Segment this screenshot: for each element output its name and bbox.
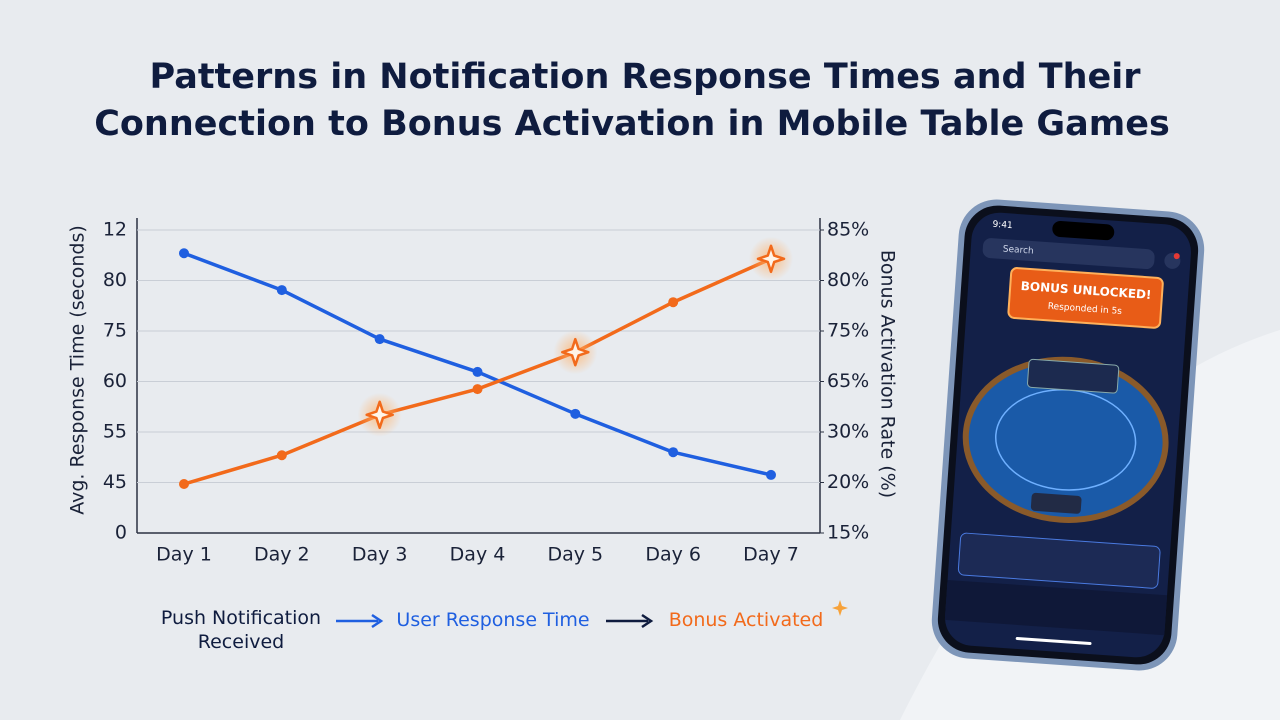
x-tick-label: Day 4	[450, 544, 506, 566]
y-tick-label: 0	[115, 522, 127, 544]
y2-tick-label: 30%	[827, 421, 869, 443]
data-point	[472, 366, 483, 377]
game-table	[962, 356, 1169, 523]
x-tick-label: Day 3	[352, 544, 408, 566]
data-point	[570, 408, 581, 419]
x-tick-label: Day 2	[254, 544, 310, 566]
y2-tick-label: 80%	[827, 269, 869, 291]
data-point	[179, 479, 189, 490]
bonus-banner	[1007, 267, 1164, 329]
flow-step: Bonus Activated	[668, 609, 824, 631]
y-axis-title: Avg. Response Time (seconds)	[67, 225, 89, 515]
x-tick-label: Day 1	[156, 544, 212, 566]
flow-step: Push Notification Received	[160, 607, 322, 653]
chart-title: Patterns in Notification Response Times …	[149, 57, 1141, 97]
x-tick-label: Day 5	[548, 544, 604, 566]
y-tick-label: 12	[103, 219, 127, 241]
y2-tick-label: 15%	[827, 522, 869, 544]
flow-arrow-head	[641, 613, 654, 629]
flow-step: User Response Time	[396, 609, 590, 631]
data-point	[472, 384, 483, 395]
grid: 0 45 55 60 75 80 12 15% 20% 30% 65% 75% 80% 85% Day 1 D…	[103, 219, 869, 566]
chart-title: Connection to Bonus Activation in Mobile…	[94, 104, 1170, 144]
x-tick-label: Day 6	[645, 544, 701, 566]
highlight-point	[365, 400, 394, 430]
y2-tick-label: 85%	[827, 219, 869, 241]
data-point	[668, 447, 679, 458]
data-point	[766, 469, 776, 480]
y-tick-label: 45	[103, 471, 127, 493]
search-bar	[982, 238, 1155, 270]
nav-bar	[944, 579, 1168, 636]
notch	[1052, 220, 1115, 241]
series	[179, 236, 793, 490]
phone: 9:41 Search BONUS UNLOCKED! Responded in…	[931, 199, 1205, 671]
dealer-cards	[1027, 358, 1120, 394]
data-point	[668, 297, 679, 308]
phone-time: 9:41	[992, 220, 1013, 231]
y2-axis-title: Bonus Activation Rate (%)	[877, 250, 899, 498]
y2-tick-label: 20%	[827, 471, 869, 493]
data-point	[276, 285, 287, 296]
search-text: Search	[1002, 245, 1034, 257]
highlight-point	[561, 337, 590, 367]
home-indicator	[1015, 636, 1092, 646]
y-tick-label: 60	[103, 370, 127, 392]
y2-tick-label: 65%	[827, 370, 869, 392]
series-line	[183, 251, 772, 477]
y-tick-label: 80	[103, 269, 127, 291]
hand-panel	[957, 532, 1161, 589]
flow-arrow-head	[371, 613, 384, 629]
highlight-point	[756, 244, 786, 274]
y2-tick-label: 75%	[827, 320, 869, 342]
y-tick-label: 55	[103, 421, 127, 443]
x-tick-label: Day 7	[743, 544, 799, 566]
notification-dot	[1173, 253, 1180, 260]
sparkle	[832, 600, 848, 616]
bet-button	[1030, 492, 1082, 514]
data-point	[179, 248, 189, 259]
data-point	[276, 450, 287, 461]
data-point	[374, 334, 385, 345]
y-tick-label: 75	[103, 320, 127, 342]
